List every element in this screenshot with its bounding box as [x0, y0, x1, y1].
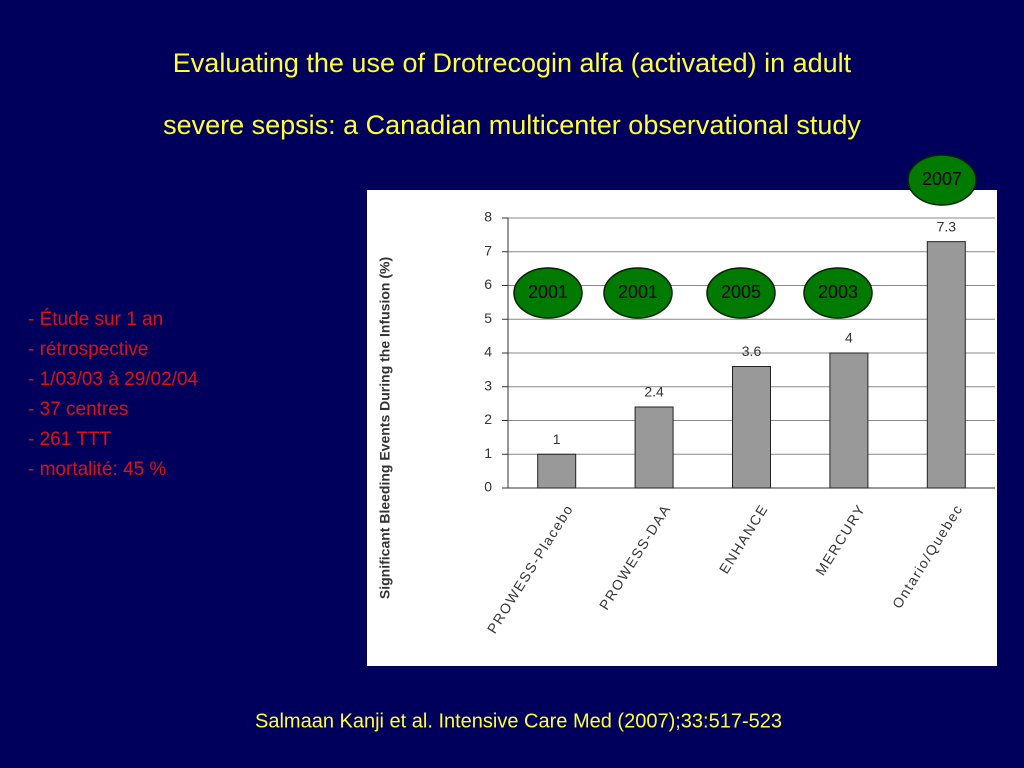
bullet: - 1/03/03 à 29/02/04	[28, 369, 199, 390]
chart-panel	[367, 190, 997, 666]
value-label: 1	[553, 431, 561, 447]
title-line: severe sepsis: a Canadian multicenter ob…	[163, 110, 861, 140]
value-label: 3.6	[742, 343, 762, 359]
bar	[732, 366, 771, 489]
y-tick-label: 2	[484, 411, 492, 427]
title-line: Evaluating the use of Drotrecogin alfa (…	[173, 48, 852, 78]
y-tick-label: 0	[484, 479, 492, 495]
y-tick-label: 6	[484, 276, 492, 292]
year-badge-label: 2007	[922, 169, 962, 189]
year-badge	[513, 267, 583, 319]
y-tick-label: 3	[484, 377, 492, 393]
bullet: - 37 centres	[28, 399, 128, 420]
bullet: - mortalité: 45 %	[28, 459, 166, 480]
year-badge	[907, 154, 977, 206]
y-tick-label: 7	[484, 242, 492, 258]
bar	[537, 453, 577, 489]
year-badge-label: 2001	[618, 282, 658, 302]
bar	[829, 352, 869, 489]
year-badge-label: 2001	[528, 282, 568, 302]
value-label: 2.4	[644, 384, 664, 400]
bar	[926, 241, 966, 489]
bar	[634, 406, 674, 489]
year-badge	[603, 267, 673, 319]
y-tick-label: 1	[484, 445, 492, 461]
y-tick-label: 5	[484, 310, 492, 326]
bullet: - 261 TTT	[28, 429, 111, 450]
annotations: 2001 2001 2005 2003 2007	[513, 154, 977, 319]
year-badge-label: 2005	[721, 282, 761, 302]
year-badge	[706, 267, 776, 319]
value-label: 7.3	[937, 218, 957, 234]
year-badge-label: 2003	[818, 282, 858, 302]
value-label: 4	[845, 330, 853, 346]
bullet: - rétrospective	[28, 339, 148, 360]
y-tick-label: 8	[484, 209, 492, 225]
citation: Salmaan Kanji et al. Intensive Care Med …	[255, 710, 782, 732]
year-badge	[803, 267, 873, 319]
bullet: - Étude sur 1 an	[28, 309, 163, 330]
y-axis-label: Significant Bleeding Events During the I…	[377, 257, 393, 599]
y-tick-label: 4	[484, 344, 492, 360]
